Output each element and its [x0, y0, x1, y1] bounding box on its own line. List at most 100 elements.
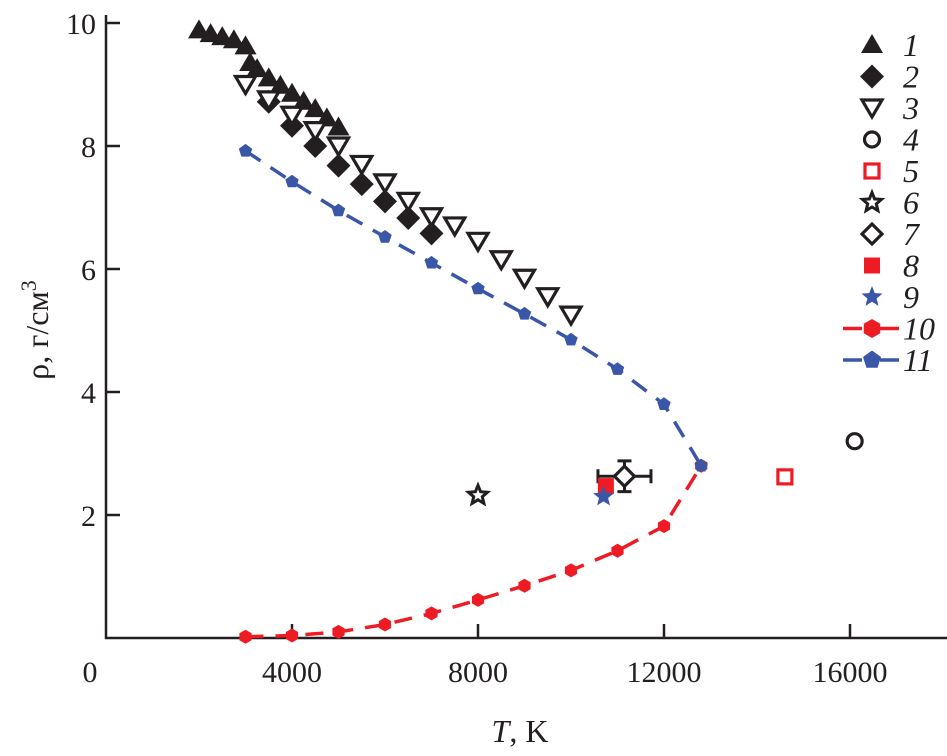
legend-entry-10: 10 — [843, 311, 935, 347]
data-point — [373, 189, 397, 214]
legend-entry-3: 3 — [859, 90, 919, 126]
data-point — [845, 432, 864, 451]
data-point — [327, 116, 350, 136]
legend-marker — [860, 64, 884, 89]
legend-label: 6 — [903, 185, 919, 221]
data-point — [441, 216, 468, 239]
data-point — [326, 153, 351, 178]
y-tick-label: 4 — [81, 377, 96, 410]
data-point — [372, 173, 398, 196]
data-point — [418, 207, 445, 229]
data-point — [239, 629, 252, 644]
data-point — [331, 203, 346, 217]
legend-marker — [861, 34, 883, 53]
legend-entry-4: 4 — [862, 122, 919, 158]
series-4 — [845, 432, 864, 451]
data-point — [348, 154, 375, 177]
legend-label: 7 — [903, 216, 921, 252]
series-11 — [238, 143, 708, 472]
series-1 — [188, 19, 350, 136]
data-point — [424, 255, 439, 269]
legend-marker — [862, 130, 882, 149]
legend-entry-5: 5 — [863, 153, 919, 189]
data-point — [517, 306, 532, 320]
data-point — [292, 90, 315, 110]
legend-marker — [862, 350, 882, 368]
legend-label: 10 — [903, 311, 935, 347]
data-point — [465, 231, 491, 254]
x-axis-label: T, K — [492, 713, 549, 749]
data-point — [238, 143, 253, 157]
series-10 — [239, 458, 708, 644]
legend-entry-9: 9 — [861, 279, 919, 315]
x-tick-label: 12000 — [627, 656, 702, 689]
data-point — [464, 481, 492, 507]
legend-label: 8 — [903, 248, 919, 284]
legend-label: 1 — [903, 27, 919, 63]
data-point — [349, 172, 374, 197]
data-point — [471, 592, 485, 607]
legend-entry-2: 2 — [860, 59, 919, 95]
series-9 — [593, 485, 614, 506]
y-tick-label: 10 — [66, 8, 96, 41]
legend-label: 5 — [903, 153, 919, 189]
legend-marker — [859, 98, 885, 121]
data-point — [425, 606, 438, 621]
y-tick-label: 8 — [81, 131, 96, 164]
series-11-line — [244, 149, 703, 467]
series-10-line — [245, 464, 703, 639]
data-point — [303, 134, 328, 158]
y-axis-label: ρ, г/см3 — [16, 280, 55, 379]
legend-label: 9 — [903, 279, 919, 315]
data-point — [332, 624, 345, 639]
series-6 — [464, 481, 492, 507]
data-point — [657, 519, 671, 534]
data-point — [285, 628, 299, 643]
y-tick-label: 2 — [81, 500, 96, 533]
data-point — [558, 305, 584, 328]
data-point — [232, 74, 259, 97]
legend-marker — [863, 162, 881, 180]
data-point — [657, 397, 671, 410]
x-tick-label: 4000 — [262, 656, 322, 689]
data-point — [612, 463, 637, 489]
data-point — [511, 268, 538, 291]
legend-label: 3 — [902, 90, 919, 126]
data-point — [564, 332, 578, 346]
data-point — [302, 121, 329, 143]
data-point — [246, 58, 269, 78]
data-point — [610, 362, 625, 375]
data-point — [611, 543, 624, 558]
data-point — [776, 468, 794, 486]
data-point — [564, 563, 578, 578]
legend-entry-7: 7 — [859, 216, 921, 252]
x-tick-label: 8000 — [448, 656, 508, 689]
legend-entry-11: 11 — [843, 342, 933, 378]
data-point — [222, 29, 245, 49]
data-point — [488, 250, 515, 272]
series-3 — [232, 74, 584, 328]
data-point — [694, 458, 708, 472]
x-tick-label: 16000 — [813, 656, 888, 689]
legend-label: 11 — [903, 342, 933, 378]
y-tick-label: 6 — [81, 254, 96, 287]
data-point — [395, 191, 422, 214]
legend-entry-1: 1 — [861, 27, 919, 63]
data-point — [234, 35, 257, 55]
legend-marker — [861, 286, 883, 306]
data-point — [593, 485, 614, 506]
legend-marker — [863, 319, 881, 338]
legend-marker — [864, 257, 880, 274]
data-point — [285, 174, 299, 188]
data-point — [281, 82, 303, 102]
data-point — [518, 578, 531, 593]
data-point — [269, 74, 292, 94]
legend-marker — [859, 221, 885, 247]
data-point — [534, 287, 561, 309]
data-point — [255, 90, 282, 113]
legend-marker — [858, 188, 886, 214]
data-point — [396, 205, 421, 230]
legend-label: 2 — [903, 59, 919, 95]
